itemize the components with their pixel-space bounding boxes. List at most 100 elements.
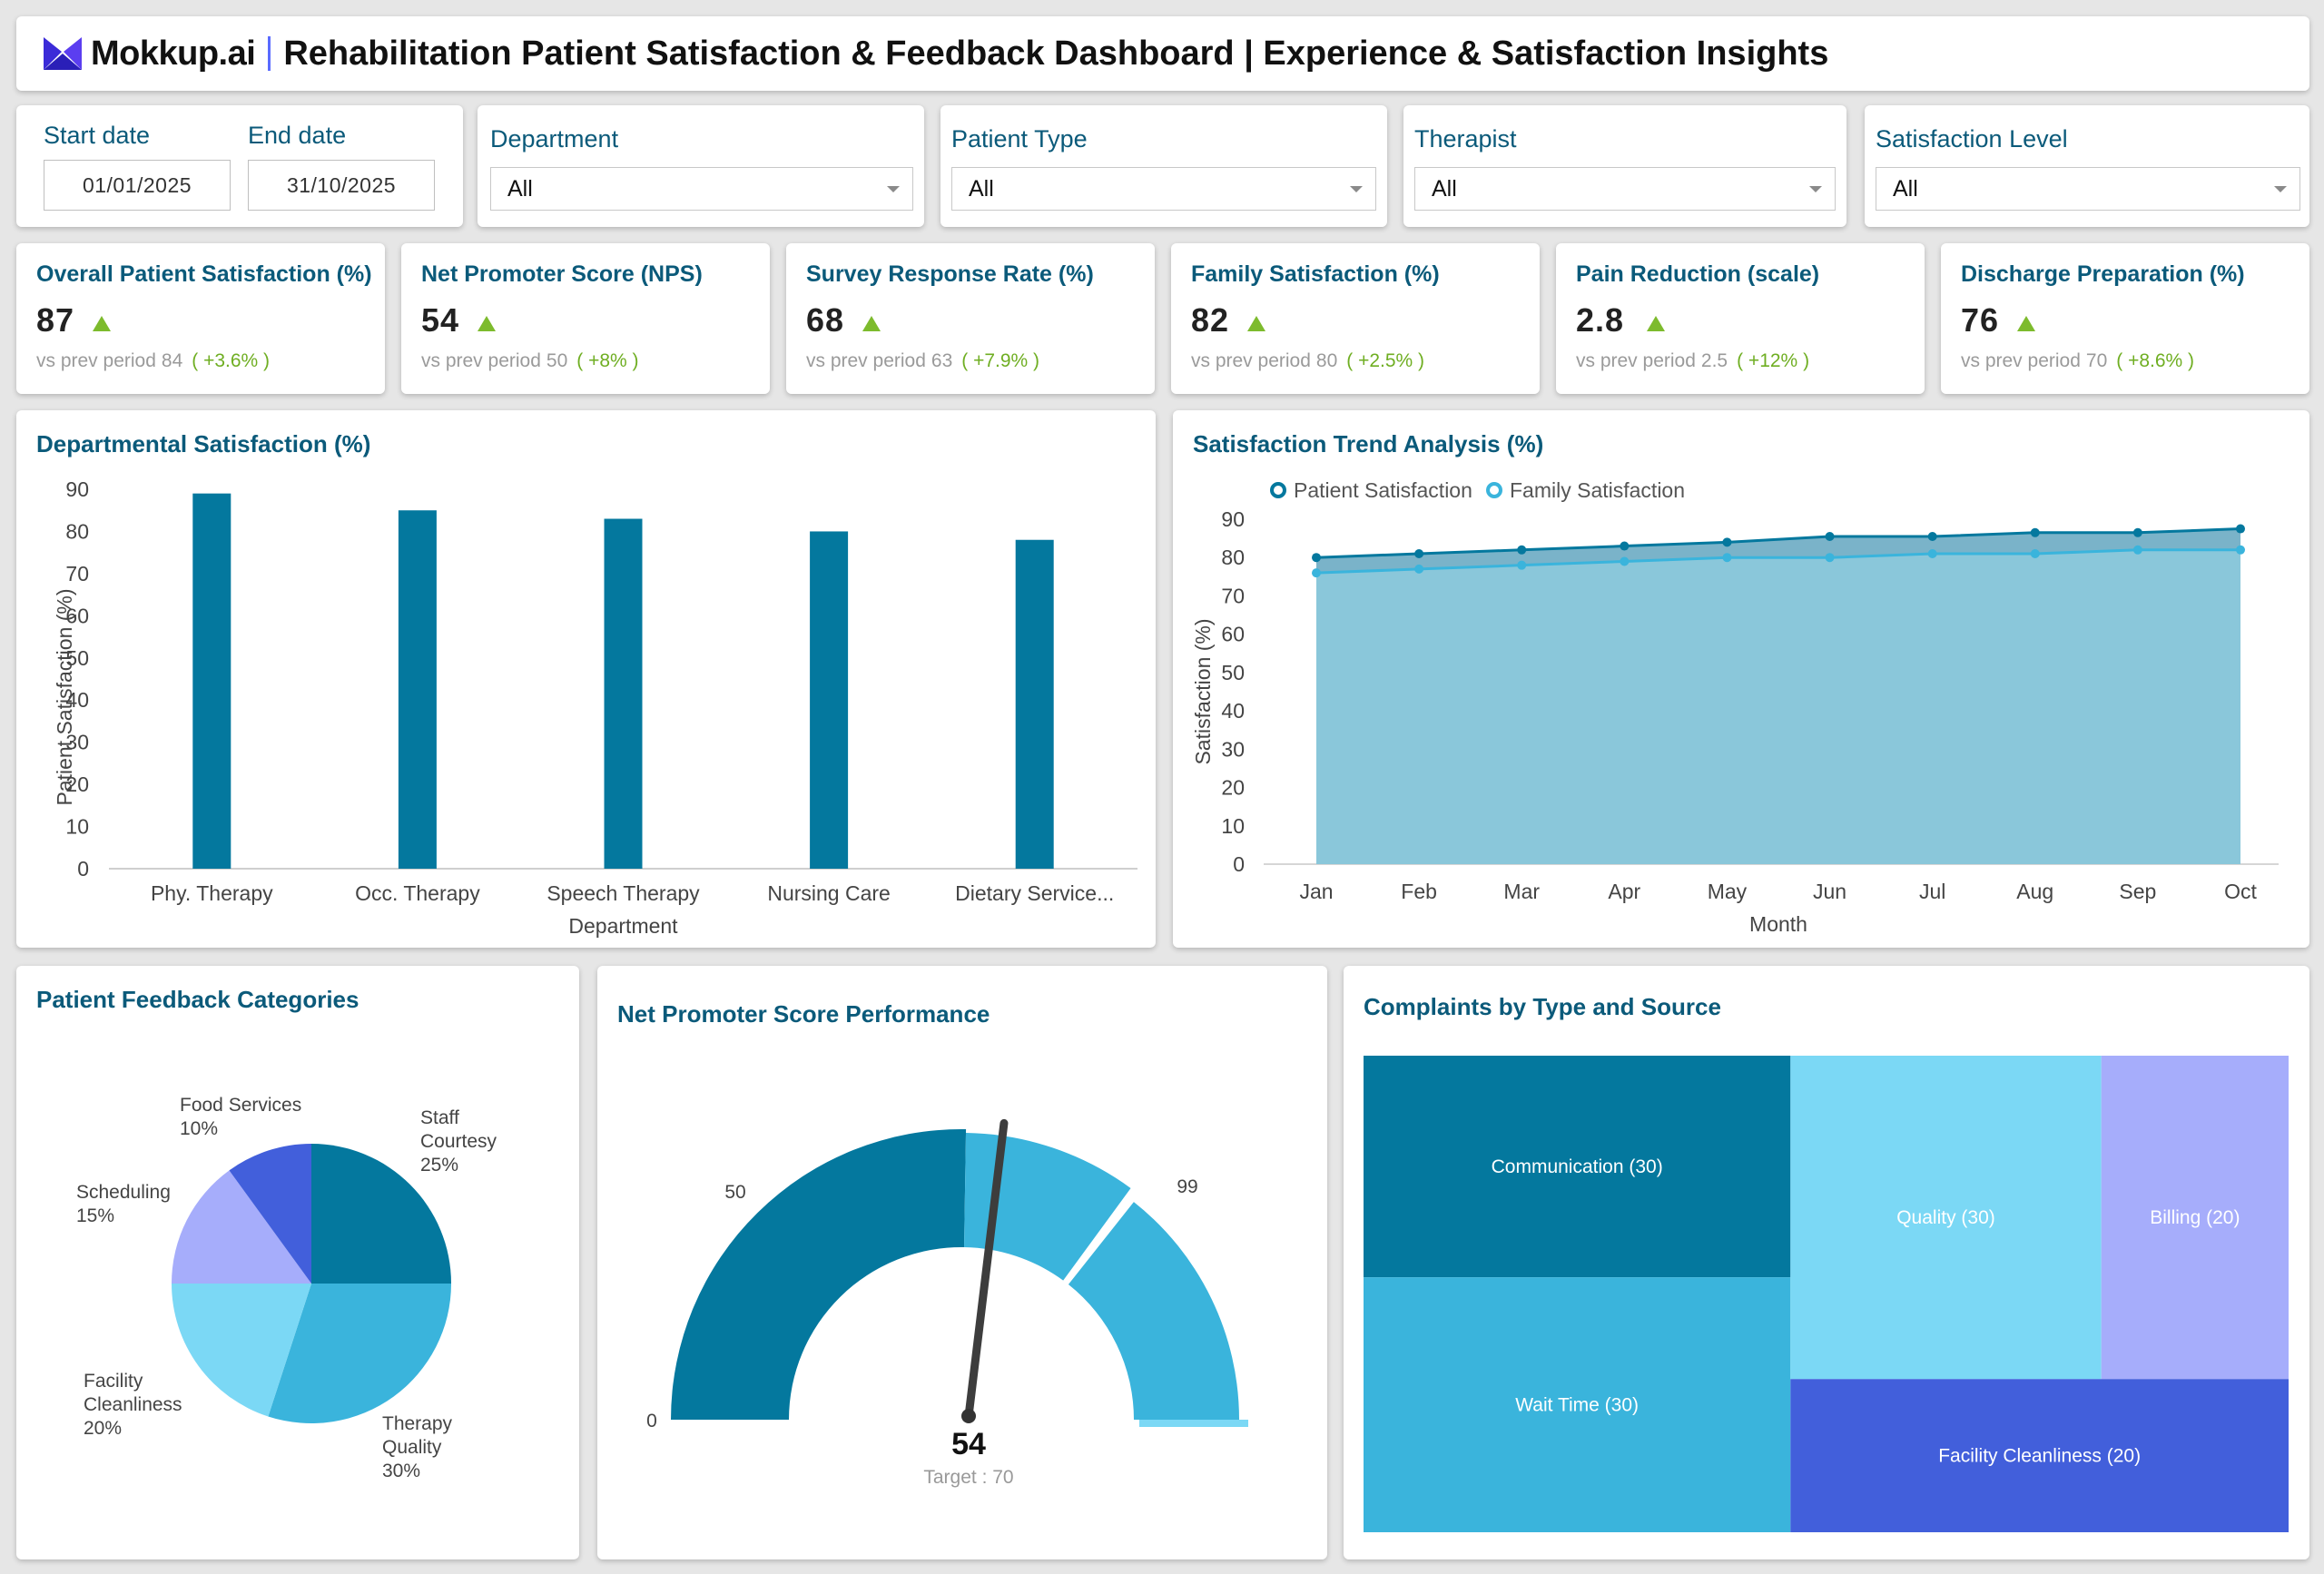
panel-title: Satisfaction Trend Analysis (%) [1193, 430, 1544, 457]
family-satisfaction-point [2132, 545, 2142, 555]
x-axis-title: Department [568, 914, 678, 938]
kpi-prev-value: 70 [2085, 350, 2108, 371]
therapist-select[interactable]: All [1414, 167, 1836, 211]
chevron-down-icon [2274, 186, 2287, 192]
trend-up-icon [478, 316, 496, 331]
x-tick-label: Oct [2224, 880, 2257, 903]
patient-satisfaction-line [1315, 527, 2241, 559]
kpi-comparison: vs prev period 63 ( +7.9% ) [806, 350, 1039, 372]
start-date-input[interactable]: 01/01/2025 [44, 160, 231, 211]
kpi-comparison: vs prev period 50 ( +8% ) [421, 350, 639, 372]
y-tick-label: 80 [1221, 546, 1245, 569]
kpi-prev-label: vs prev period [36, 350, 156, 371]
slice-label: Food Services 10% [180, 1095, 301, 1139]
y-tick-label: 40 [65, 688, 89, 712]
treemap-label: Facility Cleanliness (20) [1938, 1446, 2141, 1467]
kpi-change: ( +7.9% ) [961, 350, 1040, 371]
kpi-title: Discharge Preparation (%) [1961, 261, 2245, 287]
y-tick-label: 30 [65, 731, 89, 754]
kpi-title: Survey Response Rate (%) [806, 261, 1094, 287]
family-satisfaction-point [1825, 553, 1835, 563]
y-tick-label: 50 [65, 646, 89, 670]
patient-satisfaction-point [2030, 527, 2040, 537]
patient-satisfaction-point [1312, 553, 1321, 563]
y-tick-label: 90 [1221, 507, 1245, 531]
kpi-value: 2.8 [1576, 301, 1625, 339]
patient-satisfaction-point [1825, 532, 1835, 541]
trend-up-icon [2017, 316, 2035, 331]
y-tick-label: 50 [1221, 661, 1245, 684]
mokkup-logo-icon [44, 37, 82, 70]
gauge-value: 54 [951, 1427, 986, 1461]
y-tick-label: 20 [65, 772, 89, 796]
kpi-title: Overall Patient Satisfaction (%) [36, 261, 372, 287]
satisfaction-level-select[interactable]: All [1876, 167, 2300, 211]
chevron-down-icon [887, 186, 900, 192]
gauge-max-label: 99 [1177, 1176, 1197, 1197]
bar [1015, 539, 1054, 869]
departmental-satisfaction-panel: Departmental Satisfaction (%) 0 10 20 30 40 5… [16, 410, 1156, 948]
kpi-change: ( +12% ) [1737, 350, 1810, 371]
patient-type-filter-label: Patient Type [951, 125, 1088, 152]
kpi-card: Survey Response Rate (%) 68 vs prev peri… [786, 243, 1155, 394]
satisfaction-level-filter-card: Satisfaction Level All [1865, 105, 2309, 227]
slice-label: Facility Cleanliness 20% [84, 1371, 182, 1439]
kpi-change: ( +8.6% ) [2116, 350, 2195, 371]
x-tick-label: Phy. Therapy [151, 881, 273, 905]
family-satisfaction-line [1315, 548, 2240, 575]
complaints-panel: Complaints by Type and Source Communicat… [1344, 966, 2309, 1559]
kpi-value: 68 [806, 301, 845, 339]
x-tick-label: Jan [1299, 880, 1333, 903]
department-select[interactable]: All [490, 167, 913, 211]
y-tick-label: 60 [1221, 623, 1245, 646]
y-tick-label: 20 [1221, 776, 1245, 800]
panel-title: Departmental Satisfaction (%) [36, 430, 371, 457]
logo-text: Mokkup.ai [91, 34, 256, 73]
bar [604, 518, 643, 869]
kpi-title: Net Promoter Score (NPS) [421, 261, 703, 287]
gauge-mid-label: 50 [724, 1182, 745, 1203]
nps-performance-panel: Net Promoter Score Performance 50 99 0 54 Ta… [597, 966, 1327, 1559]
patient-satisfaction-point [2132, 527, 2142, 537]
family-satisfaction-point [2030, 549, 2040, 558]
pie-slice [172, 1284, 311, 1417]
trend-up-icon [93, 316, 111, 331]
kpi-comparison: vs prev period 70 ( +8.6% ) [1961, 350, 2194, 372]
bar [192, 493, 231, 869]
family-satisfaction-point [1620, 556, 1630, 566]
patient-satisfaction-point [2236, 524, 2245, 534]
gauge-end-band [1139, 1420, 1248, 1427]
header-divider [268, 36, 271, 71]
patient-satisfaction-point [1620, 541, 1630, 551]
family-satisfaction-area [1316, 549, 2240, 864]
pie-slice [229, 1144, 311, 1284]
treemap-cell [1364, 1277, 1791, 1532]
y-tick-label: 0 [1233, 852, 1245, 876]
kpi-card: Net Promoter Score (NPS) 54 vs prev peri… [401, 243, 770, 394]
y-tick-label: 30 [1221, 737, 1245, 761]
gauge-needle-hub [961, 1409, 976, 1423]
kpi-value: 54 [421, 301, 460, 339]
gauge-segment [964, 1133, 1131, 1281]
treemap-label: Wait Time (30) [1515, 1395, 1639, 1416]
end-date-input[interactable]: 31/10/2025 [248, 160, 435, 211]
satisfaction-trend-chart: 0 10 20 30 40 50 60 70 80 90 Jan Feb Mar Apr May Jun Jul… [1191, 478, 2279, 936]
kpi-prev-value: 63 [931, 350, 953, 371]
patient-satisfaction-area [1316, 528, 2240, 574]
treemap-label: Communication (30) [1492, 1156, 1663, 1177]
bar [810, 531, 849, 869]
kpi-prev-label: vs prev period [1191, 350, 1311, 371]
kpi-prev-value: 84 [161, 350, 183, 371]
department-filter-card: Department All [478, 105, 924, 227]
feedback-pie-chart: Staff Courtesy 25% Therapy Quality 30% Facilit… [76, 1095, 497, 1481]
x-tick-label: Apr [1608, 880, 1640, 903]
family-satisfaction-point [1722, 553, 1732, 563]
family-satisfaction-point [1312, 568, 1321, 578]
end-date-label: End date [248, 122, 347, 149]
patient-satisfaction-point [1414, 549, 1424, 558]
kpi-comparison: vs prev period 84 ( +3.6% ) [36, 350, 270, 372]
kpi-change: ( +3.6% ) [192, 350, 271, 371]
kpi-change: ( +2.5% ) [1346, 350, 1425, 371]
kpi-comparison: vs prev period 2.5 ( +12% ) [1576, 350, 1809, 372]
patient-type-select[interactable]: All [951, 167, 1376, 211]
